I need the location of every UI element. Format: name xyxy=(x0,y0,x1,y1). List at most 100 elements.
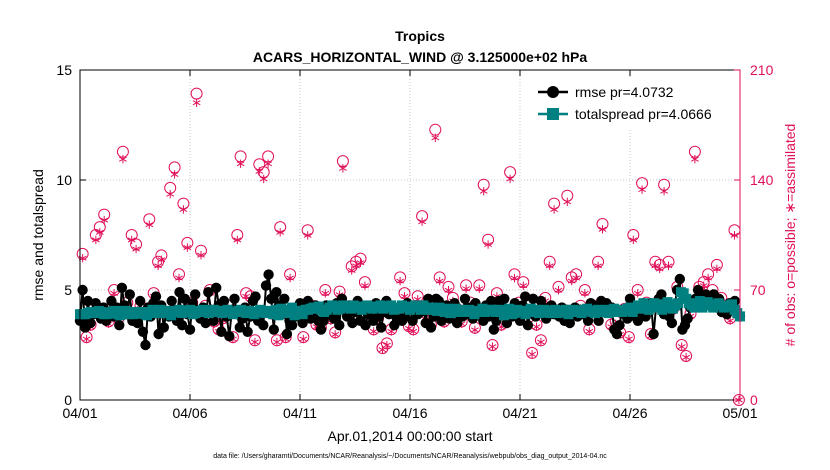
obs-assimilated-marker xyxy=(435,276,444,286)
rmse-point xyxy=(666,317,678,329)
rmse-point xyxy=(624,293,636,304)
obs-assimilated-marker xyxy=(550,205,559,214)
rmse-point xyxy=(208,315,219,326)
rmse-point xyxy=(499,293,510,304)
totalspread-point xyxy=(673,298,684,309)
rmse-point xyxy=(682,313,693,324)
rmse-point xyxy=(488,324,499,335)
obs-assimilated-marker xyxy=(704,273,713,283)
y-tick-label-right: 140 xyxy=(750,172,774,188)
legend-rmse-label: rmse pr=4.0732 xyxy=(575,84,674,100)
data-file-note: data file: /Users/gharamti/Documents/NCA… xyxy=(213,453,607,460)
rmse-point xyxy=(632,315,644,326)
obs-assimilated-marker xyxy=(132,244,141,254)
rmse-point xyxy=(116,282,128,293)
obs-assimilated-marker xyxy=(585,327,594,336)
rmse-point xyxy=(258,320,269,331)
rmse-point xyxy=(150,291,162,302)
obs-assimilated-marker xyxy=(682,353,691,362)
rmse-point xyxy=(242,326,253,337)
rmse-point xyxy=(297,317,308,329)
rmse-point xyxy=(90,298,101,309)
obs-assimilated-marker xyxy=(154,261,163,271)
rmse-point xyxy=(82,295,94,307)
obs-assimilated-marker xyxy=(431,133,440,143)
obs-assimilated-marker xyxy=(91,235,100,245)
obs-assimilated-marker xyxy=(532,322,541,332)
obs-assimilated-marker xyxy=(572,273,581,283)
rmse-point xyxy=(268,324,279,335)
obs-assimilated-marker xyxy=(528,350,537,359)
rmse-point xyxy=(250,291,261,302)
obs-assimilated-marker xyxy=(347,266,356,275)
obs-assimilated-marker xyxy=(624,334,633,344)
x-tick-label: 04/11 xyxy=(283,405,317,421)
x-tick-label: 04/01 xyxy=(62,405,97,421)
obs-assimilated-marker xyxy=(179,205,188,214)
rmse-point xyxy=(614,320,625,331)
obs-assimilated-marker xyxy=(299,334,308,344)
legend: rmse pr=4.0732 totalspread pr=4.0666 xyxy=(529,77,735,129)
obs-assimilated-marker xyxy=(409,327,418,336)
rmse-point xyxy=(674,273,685,285)
rmse-point xyxy=(611,328,623,340)
obs-assimilated-marker xyxy=(382,340,391,350)
totalspread-point xyxy=(496,304,507,315)
obs-assimilated-marker xyxy=(272,337,281,347)
y-tick-label-right: 0 xyxy=(750,392,758,408)
rmse-point xyxy=(593,315,604,326)
x-tick-label: 04/06 xyxy=(172,405,207,421)
obs-assimilated-marker xyxy=(321,289,330,298)
rmse-point xyxy=(376,322,387,333)
rmse-point xyxy=(229,293,240,304)
y-axis-right-label: # of obs: o=possible; ∗=assimilated xyxy=(782,124,798,347)
y-tick-label-right: 70 xyxy=(750,282,766,298)
obs-assimilated-marker xyxy=(118,154,127,164)
rmse-point xyxy=(564,317,575,329)
obs-assimilated-marker xyxy=(594,261,603,271)
chart-title: Tropics xyxy=(395,28,445,44)
rmse-point xyxy=(522,320,534,331)
rmse-point xyxy=(347,317,358,329)
x-tick-label: 04/21 xyxy=(502,405,537,421)
x-tick-label: 04/16 xyxy=(392,405,427,421)
obs-assimilated-marker xyxy=(580,289,589,298)
obs-assimilated-marker xyxy=(554,286,563,295)
totalspread-point xyxy=(659,302,670,313)
obs-assimilated-marker xyxy=(462,284,471,293)
obs-assimilated-marker xyxy=(664,261,673,271)
obs-assimilated-marker xyxy=(638,185,647,194)
rmse-point xyxy=(158,322,169,333)
rmse-point xyxy=(140,339,151,351)
rmse-point xyxy=(135,295,146,307)
obs-assimilated-marker xyxy=(250,337,259,347)
obs-assimilated-marker xyxy=(730,231,739,240)
x-axis-label: Apr.01,2014 00:00:00 start xyxy=(327,428,492,444)
x-tick-label: 04/26 xyxy=(612,405,647,421)
obs-assimilated-marker xyxy=(259,174,268,184)
rmse-point xyxy=(211,282,222,293)
obs-assimilated-marker xyxy=(563,197,572,207)
rmse-point xyxy=(137,326,149,337)
obs-assimilated-marker xyxy=(157,255,166,264)
obs-assimilated-marker xyxy=(100,215,109,225)
obs-assimilated-marker xyxy=(690,154,699,164)
rmse-point xyxy=(179,293,190,304)
rmse-point xyxy=(200,317,211,329)
rmse-point xyxy=(360,320,371,331)
totalspread-point xyxy=(678,288,689,299)
legend-totalspread-marker xyxy=(547,108,559,120)
obs-assimilated-marker xyxy=(338,164,347,173)
obs-assimilated-marker xyxy=(677,342,686,351)
rmse-point xyxy=(334,320,345,331)
axes: 04/01 04/06 04/11 04/16 04/21 04/26 05/0105101… xyxy=(56,62,773,421)
rmse-point xyxy=(279,293,290,304)
obs-assimilated-marker xyxy=(629,235,638,245)
obs-assimilated-marker xyxy=(712,264,721,274)
rmse-point xyxy=(263,269,274,280)
obs-assimilated-marker xyxy=(484,240,493,249)
obs-assimilated-marker xyxy=(510,273,519,283)
rmse-point xyxy=(582,315,594,326)
obs-assimilated-marker xyxy=(444,286,453,295)
y-tick-label-left: 15 xyxy=(56,62,72,78)
